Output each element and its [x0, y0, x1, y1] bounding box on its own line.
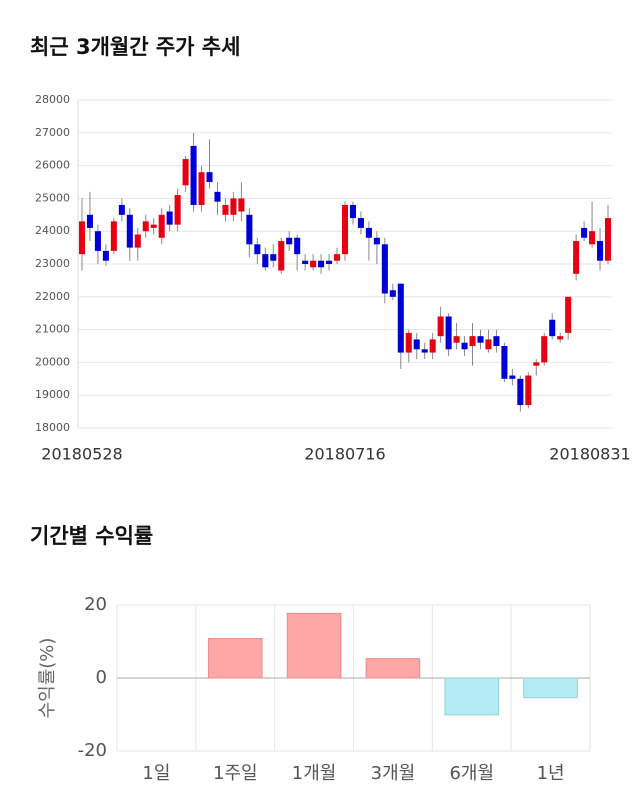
candle-body [334, 254, 341, 261]
x-tick-label: 1개월 [292, 763, 337, 784]
bar [444, 677, 500, 716]
candle-body [589, 231, 596, 245]
candle-body [477, 336, 484, 343]
y-tick-label: 20 [84, 594, 107, 615]
candle-body [405, 332, 412, 353]
candle-body [357, 218, 364, 228]
candle-body [182, 159, 189, 186]
y-tick-label: 22000 [35, 290, 70, 303]
candle-body [604, 218, 612, 261]
candle-body [573, 241, 580, 274]
candle-body [453, 336, 460, 343]
candle-body [166, 211, 173, 225]
candle-body [597, 241, 604, 261]
candle-body [214, 191, 221, 202]
candle-body [373, 237, 380, 245]
candle-body [421, 349, 428, 353]
candle-body [118, 204, 125, 215]
candle-body [525, 375, 532, 406]
candle-body [310, 260, 317, 268]
y-axis-label: 수익률(%) [37, 638, 58, 719]
candle-body [134, 234, 141, 248]
candle-body [318, 260, 325, 268]
candle-body [262, 254, 269, 268]
x-tick-label: 1년 [537, 763, 565, 784]
candle-body [437, 316, 444, 337]
candle-body [78, 221, 86, 255]
y-tick-label: 23000 [35, 257, 70, 270]
bar [523, 677, 578, 699]
candle-body [278, 241, 285, 271]
candle-body [326, 260, 333, 264]
y-tick-label: 0 [96, 667, 107, 688]
y-tick-label: 18000 [35, 421, 70, 434]
candle-body [190, 145, 197, 205]
y-tick-label: 27000 [35, 126, 70, 139]
candle-body [461, 342, 468, 350]
candle-body [254, 244, 261, 255]
candle-body [270, 254, 277, 261]
x-tick-label: 3개월 [371, 763, 416, 784]
candle-body [222, 204, 229, 215]
y-tick-label: 25000 [35, 191, 70, 204]
candle-body [533, 362, 540, 366]
candle-body [549, 319, 556, 337]
y-tick-label: 20000 [35, 355, 70, 368]
candle-body [302, 260, 309, 264]
candle-body [341, 204, 349, 255]
x-tick-label: 1주일 [213, 763, 258, 784]
candle-body [365, 227, 372, 238]
candle-body [126, 214, 133, 248]
x-tick-label: 6개월 [449, 763, 494, 784]
candle-body [230, 198, 237, 215]
candle-body [238, 198, 245, 212]
candle-body [110, 221, 117, 251]
candle-body [150, 224, 157, 228]
candle-body [294, 237, 301, 255]
y-tick-label: -20 [78, 740, 107, 761]
candle-body [158, 214, 165, 238]
y-tick-label: 28000 [35, 93, 70, 106]
candle-body [493, 336, 500, 346]
candle-body [509, 375, 516, 379]
chart-title: 기간별 수익률 [30, 524, 153, 548]
candle-body [469, 336, 476, 346]
candle-body [557, 336, 564, 340]
candle-body [86, 214, 93, 228]
candle-body [94, 231, 101, 251]
candle-body [349, 204, 356, 219]
bar [207, 638, 263, 679]
bar [365, 658, 421, 679]
candle-body [517, 378, 524, 406]
candle-body [286, 237, 293, 245]
candle-body [429, 339, 436, 353]
y-tick-label: 24000 [35, 224, 70, 237]
candle-body [142, 221, 149, 232]
candle-body [413, 339, 420, 350]
x-tick-label: 20180716 [304, 445, 385, 464]
candle-body [206, 172, 213, 182]
candle-body [485, 339, 492, 350]
candle-body [501, 346, 508, 379]
candle-body [381, 244, 388, 294]
candle-body [397, 283, 404, 353]
candle-body [198, 172, 205, 205]
bar [286, 612, 342, 679]
candle-body [174, 195, 181, 225]
y-tick-label: 21000 [35, 323, 70, 336]
chart-title: 최근 3개월간 주가 추세 [30, 35, 240, 59]
candle-body [581, 227, 588, 238]
candle-body [389, 290, 396, 297]
candle-body [102, 250, 109, 261]
candle-body [541, 336, 548, 363]
candle-body [445, 316, 452, 350]
candle-body [565, 296, 572, 333]
x-tick-label: 1일 [142, 763, 170, 784]
y-tick-label: 26000 [35, 159, 70, 172]
y-tick-label: 19000 [35, 388, 70, 401]
x-tick-label: 20180528 [41, 445, 122, 464]
x-tick-label: 20180831 [549, 445, 630, 464]
candle-body [246, 214, 253, 245]
